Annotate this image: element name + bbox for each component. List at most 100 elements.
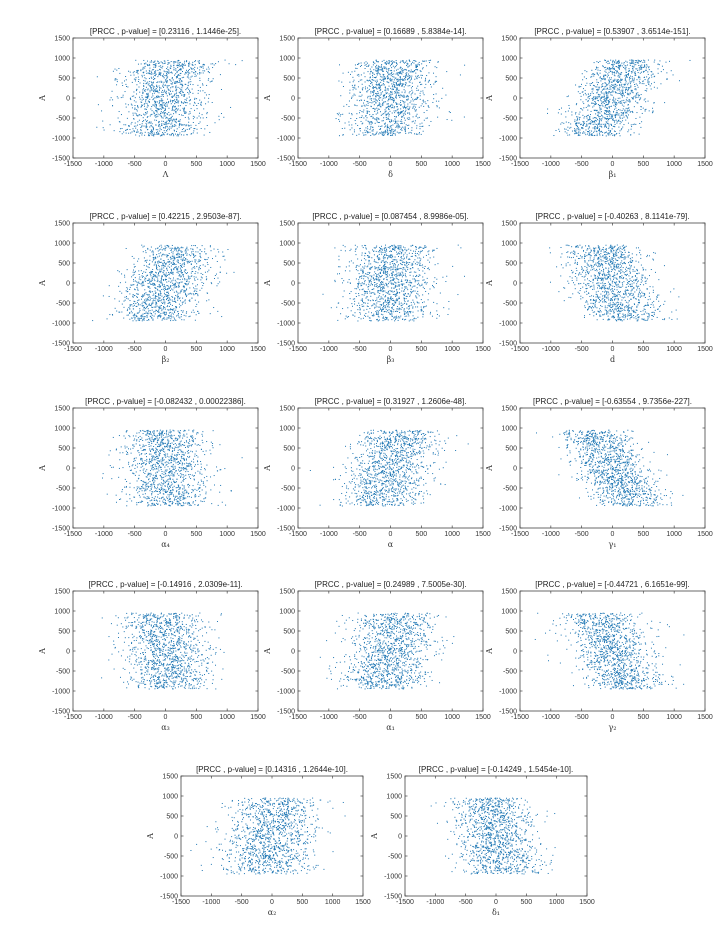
- scatter-point: [376, 133, 377, 134]
- scatter-point: [147, 306, 148, 307]
- scatter-point: [201, 128, 202, 129]
- scatter-point: [664, 102, 665, 103]
- scatter-point: [197, 117, 198, 118]
- scatter-point: [169, 298, 170, 299]
- scatter-point: [633, 92, 634, 93]
- scatter-point: [143, 126, 144, 127]
- scatter-point: [193, 255, 194, 256]
- scatter-point: [419, 82, 420, 83]
- scatter-point: [398, 69, 399, 70]
- scatter-point: [622, 97, 623, 98]
- scatter-point: [553, 135, 554, 136]
- scatter-point: [193, 118, 194, 119]
- scatter-point: [123, 132, 124, 133]
- scatter-point: [639, 123, 640, 124]
- scatter-point: [560, 124, 561, 125]
- scatter-point: [689, 60, 690, 61]
- scatter-point: [611, 86, 612, 87]
- scatter-point: [613, 72, 614, 73]
- scatter-point: [396, 63, 397, 64]
- scatter-point: [582, 128, 583, 129]
- scatter-point: [172, 106, 173, 107]
- scatter-point: [367, 112, 368, 113]
- scatter-point: [146, 99, 147, 100]
- scatter-point: [195, 306, 196, 307]
- scatter-point: [127, 315, 128, 316]
- scatter-point: [181, 273, 182, 274]
- scatter-point: [217, 261, 218, 262]
- scatter-point: [377, 100, 378, 101]
- scatter-point: [173, 268, 174, 269]
- scatter-point: [151, 78, 152, 79]
- scatter-point: [381, 64, 382, 65]
- scatter-point: [620, 135, 621, 136]
- scatter-point: [167, 305, 168, 306]
- scatter-point: [371, 82, 372, 83]
- scatter-point: [409, 61, 410, 62]
- scatter-point: [606, 102, 607, 103]
- scatter-point: [405, 76, 406, 77]
- scatter-point: [397, 73, 398, 74]
- panel-title: [PRCC , p-value] = [0.087454 , 8.9986e-0…: [312, 212, 468, 221]
- scatter-point: [175, 81, 176, 82]
- scatter-point: [143, 92, 144, 93]
- scatter-point: [392, 94, 393, 95]
- scatter-point: [146, 78, 147, 79]
- scatter-point: [356, 118, 357, 119]
- scatter-point: [398, 127, 399, 128]
- scatter-point: [158, 286, 159, 287]
- scatter-point: [200, 256, 201, 257]
- scatter-point: [641, 60, 642, 61]
- scatter-point: [199, 113, 200, 114]
- scatter-point: [370, 92, 371, 93]
- scatter-point: [142, 316, 143, 317]
- scatter-point: [118, 98, 119, 99]
- scatter-point: [601, 91, 602, 92]
- scatter-point: [209, 69, 210, 70]
- scatter-point: [202, 85, 203, 86]
- scatter-point: [183, 115, 184, 116]
- scatter-point: [193, 245, 194, 246]
- scatter-panel-4: [PRCC , p-value] = [0.42215 , 2.9503e-87…: [38, 212, 266, 364]
- scatter-point: [167, 270, 168, 271]
- scatter-point: [204, 64, 205, 65]
- scatter-point: [587, 101, 588, 102]
- scatter-point: [155, 248, 156, 249]
- scatter-point: [173, 69, 174, 70]
- scatter-point: [151, 72, 152, 73]
- scatter-point: [593, 121, 594, 122]
- scatter-point: [627, 131, 628, 132]
- scatter-point: [422, 75, 423, 76]
- scatter-point: [168, 118, 169, 119]
- scatter-point: [373, 90, 374, 91]
- scatter-point: [342, 114, 343, 115]
- scatter-point: [180, 69, 181, 70]
- scatter-point: [184, 266, 185, 267]
- scatter-point: [134, 100, 135, 101]
- scatter-point: [578, 127, 579, 128]
- scatter-point: [197, 68, 198, 69]
- scatter-point: [168, 293, 169, 294]
- scatter-point: [173, 253, 174, 254]
- scatter-point: [600, 80, 601, 81]
- scatter-point: [149, 282, 150, 283]
- scatter-point: [168, 89, 169, 90]
- scatter-point: [176, 315, 177, 316]
- scatter-point: [379, 88, 380, 89]
- scatter-point: [406, 124, 407, 125]
- scatter-point: [415, 110, 416, 111]
- scatter-panel-1: [PRCC , p-value] = [0.23116 , 1.1446e-25…: [38, 27, 266, 179]
- scatter-point: [632, 111, 633, 112]
- scatter-point: [133, 113, 134, 114]
- scatter-point: [606, 91, 607, 92]
- scatter-point: [611, 118, 612, 119]
- scatter-point: [386, 63, 387, 64]
- scatter-point: [437, 106, 438, 107]
- scatter-point: [605, 67, 606, 68]
- scatter-point: [366, 91, 367, 92]
- scatter-point: [619, 98, 620, 99]
- scatter-point: [414, 109, 415, 110]
- scatter-point: [608, 83, 609, 84]
- scatter-point: [179, 282, 180, 283]
- scatter-point: [174, 312, 175, 313]
